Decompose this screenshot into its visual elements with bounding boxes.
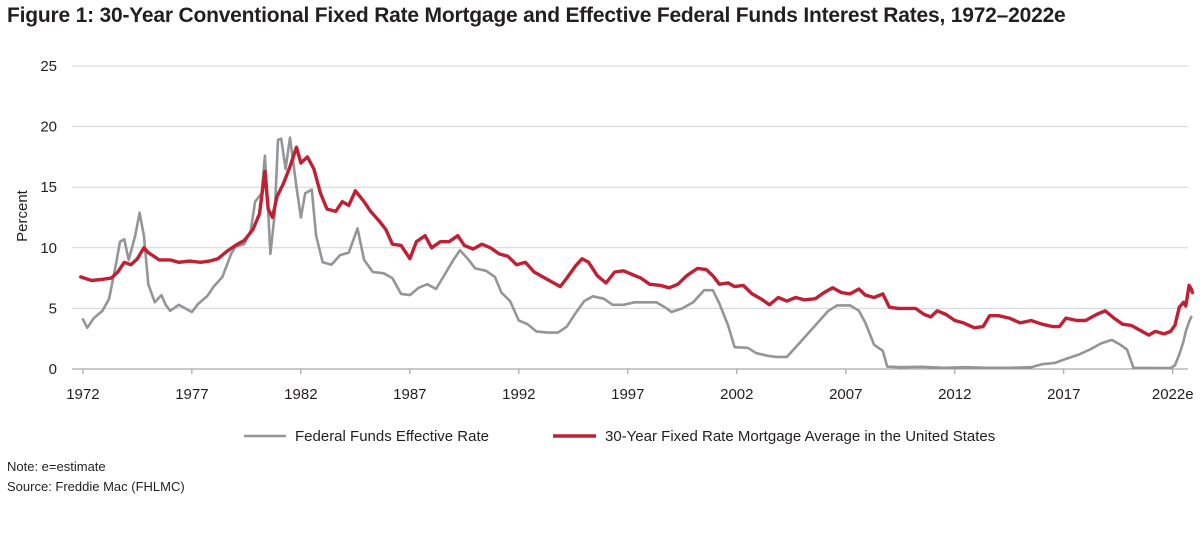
grid-lines bbox=[72, 65, 1188, 309]
x-tick-label: 2012 bbox=[938, 386, 971, 403]
source-text: Source: Freddie Mac (FHLMC) bbox=[7, 479, 185, 494]
x-tick-label: 1977 bbox=[175, 386, 208, 403]
note-text: Note: e=estimate bbox=[7, 459, 106, 474]
chart-title: Figure 1: 30-Year Conventional Fixed Rat… bbox=[7, 4, 1066, 27]
y-tick-label: 0 bbox=[49, 361, 57, 378]
x-tick-label: 2017 bbox=[1047, 386, 1080, 403]
x-tick-label: 1982 bbox=[284, 386, 317, 403]
legend-label: Federal Funds Effective Rate bbox=[295, 428, 489, 445]
x-tick-label: 2007 bbox=[829, 386, 862, 403]
y-tick-label: 10 bbox=[40, 240, 57, 257]
x-tick-label: 1972 bbox=[66, 386, 99, 403]
y-axis-ticks: 0 5 10 15 20 25 bbox=[40, 58, 57, 378]
y-tick-label: 20 bbox=[40, 119, 57, 136]
series-line-mortgage-30yr bbox=[79, 145, 1195, 337]
legend: Federal Funds Effective Rate 30-Year Fixe… bbox=[244, 428, 995, 445]
legend-label: 30-Year Fixed Rate Mortgage Average in t… bbox=[605, 428, 995, 445]
y-tick-label: 15 bbox=[40, 179, 57, 196]
y-axis-label: Percent bbox=[14, 189, 31, 242]
y-tick-label: 5 bbox=[49, 300, 57, 317]
x-tick-label: 1987 bbox=[393, 386, 426, 403]
x-tick-label: 1992 bbox=[502, 386, 535, 403]
series-line-fed-funds bbox=[81, 136, 1193, 370]
y-tick-label: 25 bbox=[40, 58, 57, 75]
x-axis: 1972 1977 1982 1987 1992 1997 2002 2007 2012 2017… bbox=[66, 368, 1194, 403]
x-tick-label: 2002 bbox=[720, 386, 753, 403]
series-lines bbox=[79, 136, 1195, 370]
x-tick-label: 1997 bbox=[611, 386, 644, 403]
x-tick-label: 2022e bbox=[1152, 386, 1194, 403]
